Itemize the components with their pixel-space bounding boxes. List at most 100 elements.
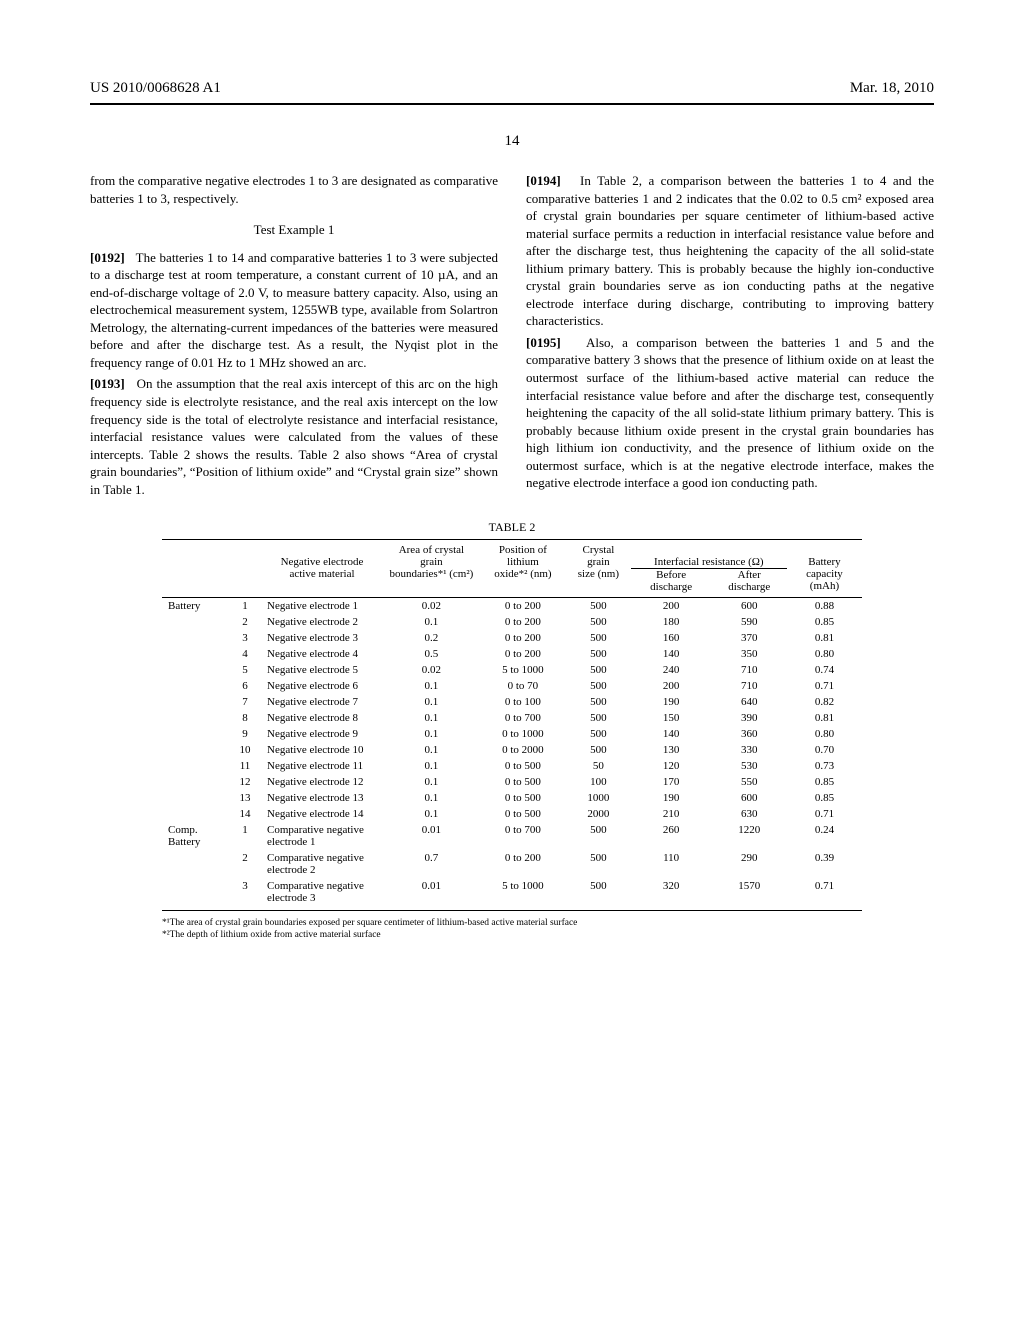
table-cell: 500 — [566, 662, 631, 678]
table-cell: 4 — [229, 646, 261, 662]
test-example-title: Test Example 1 — [90, 221, 498, 239]
table-cell: Negative electrode 13 — [261, 790, 383, 806]
table-cell — [162, 614, 229, 630]
table-cell: 0.1 — [383, 806, 480, 822]
para-0195-text: Also, a comparison between the batteries… — [526, 335, 934, 490]
table-row: 13Negative electrode 130.10 to 500100019… — [162, 790, 862, 806]
table-cell: 110 — [631, 850, 712, 878]
th-oxide: oxide*² (nm) — [480, 568, 566, 597]
table-cell: 3 — [229, 878, 261, 911]
para-0194: [0194] In Table 2, a comparison between … — [526, 172, 934, 330]
table-cell — [162, 630, 229, 646]
table-cell: 500 — [566, 678, 631, 694]
table-cell: 500 — [566, 630, 631, 646]
table-row: 11Negative electrode 110.10 to 500501205… — [162, 758, 862, 774]
table-cell: 1570 — [712, 878, 787, 911]
table-cell: 190 — [631, 694, 712, 710]
table-cell: 500 — [566, 710, 631, 726]
table-cell: 0 to 500 — [480, 758, 566, 774]
table-row: 5Negative electrode 50.025 to 1000500240… — [162, 662, 862, 678]
table-cell: 210 — [631, 806, 712, 822]
table-cell: 500 — [566, 822, 631, 850]
data-table: Negative electrode Area of crystal grain… — [162, 539, 862, 911]
th-cap2: capacity (mAh) — [787, 568, 862, 597]
para-0193-text: On the assumption that the real axis int… — [90, 376, 498, 496]
table-cell: Negative electrode 11 — [261, 758, 383, 774]
table-cell: 500 — [566, 646, 631, 662]
th-area: Area of crystal grain — [383, 540, 480, 569]
table-cell: 350 — [712, 646, 787, 662]
table-row: 4Negative electrode 40.50 to 20050014035… — [162, 646, 862, 662]
table-cell — [162, 758, 229, 774]
table-cell: Negative electrode 3 — [261, 630, 383, 646]
table-cell: 0.24 — [787, 822, 862, 850]
table-cell — [162, 850, 229, 878]
table-cell: 1220 — [712, 822, 787, 850]
table-row: 9Negative electrode 90.10 to 10005001403… — [162, 726, 862, 742]
table-row: 2Negative electrode 20.10 to 20050018059… — [162, 614, 862, 630]
table-cell: 500 — [566, 726, 631, 742]
table-row: 10Negative electrode 100.10 to 200050013… — [162, 742, 862, 758]
table-cell: Negative electrode 2 — [261, 614, 383, 630]
table-cell: 200 — [631, 597, 712, 614]
table-cell — [162, 694, 229, 710]
table-cell: Negative electrode 5 — [261, 662, 383, 678]
page-number: 14 — [90, 133, 934, 150]
table-cell: 0.70 — [787, 742, 862, 758]
table-cell: 0 to 500 — [480, 774, 566, 790]
table-cell: Negative electrode 12 — [261, 774, 383, 790]
th-cap: Battery — [787, 540, 862, 569]
table-cell: 0 to 700 — [480, 710, 566, 726]
table-cell: 500 — [566, 597, 631, 614]
table-cell: 150 — [631, 710, 712, 726]
th-active: active material — [261, 568, 383, 597]
table-cell: 500 — [566, 614, 631, 630]
th-after: After discharge — [712, 568, 787, 597]
table-cell: 130 — [631, 742, 712, 758]
table-cell: 0.02 — [383, 662, 480, 678]
para-0193: [0193] On the assumption that the real a… — [90, 375, 498, 498]
table-cell: 500 — [566, 878, 631, 911]
table-cell: 8 — [229, 710, 261, 726]
table-cell: 0 to 200 — [480, 597, 566, 614]
table-cell: 0 to 2000 — [480, 742, 566, 758]
table-cell — [162, 806, 229, 822]
table-row: 3Comparative negative electrode 30.015 t… — [162, 878, 862, 911]
table-cell: 390 — [712, 710, 787, 726]
th-size: size (nm) — [566, 568, 631, 597]
table-row: Battery1Negative electrode 10.020 to 200… — [162, 597, 862, 614]
table-cell: 600 — [712, 597, 787, 614]
table-cell: 630 — [712, 806, 787, 822]
table-cell: 0 to 200 — [480, 614, 566, 630]
table-cell: Comparative negative electrode 2 — [261, 850, 383, 878]
table-cell: 0.1 — [383, 742, 480, 758]
pub-date: Mar. 18, 2010 — [850, 80, 934, 97]
table-cell: 5 to 1000 — [480, 662, 566, 678]
table-cell: 200 — [631, 678, 712, 694]
table-row: 2Comparative negative electrode 20.70 to… — [162, 850, 862, 878]
table-cell: 160 — [631, 630, 712, 646]
table-cell: 0.71 — [787, 678, 862, 694]
table-cell: Negative electrode 1 — [261, 597, 383, 614]
table-row: 14Negative electrode 140.10 to 500200021… — [162, 806, 862, 822]
page: US 2010/0068628 A1 Mar. 18, 2010 14 from… — [0, 0, 1024, 1320]
table-cell: 0.73 — [787, 758, 862, 774]
table-row: 3Negative electrode 30.20 to 20050016037… — [162, 630, 862, 646]
table-cell: 9 — [229, 726, 261, 742]
para-num-0195: [0195] — [526, 335, 561, 350]
table-cell: 140 — [631, 646, 712, 662]
table-cell: 0.81 — [787, 630, 862, 646]
table-row: 6Negative electrode 60.10 to 70500200710… — [162, 678, 862, 694]
table-cell: 710 — [712, 662, 787, 678]
table-cell: 0 to 200 — [480, 850, 566, 878]
para-0192: [0192] The batteries 1 to 14 and compara… — [90, 249, 498, 372]
table-cell: 260 — [631, 822, 712, 850]
th-before: Before discharge — [631, 568, 712, 597]
table-cell: 0.74 — [787, 662, 862, 678]
table-cell: 6 — [229, 678, 261, 694]
table-cell: 11 — [229, 758, 261, 774]
table-cell: 0 to 200 — [480, 646, 566, 662]
table-row: 7Negative electrode 70.10 to 10050019064… — [162, 694, 862, 710]
table-cell: 0.85 — [787, 614, 862, 630]
table-cell: 0.02 — [383, 597, 480, 614]
